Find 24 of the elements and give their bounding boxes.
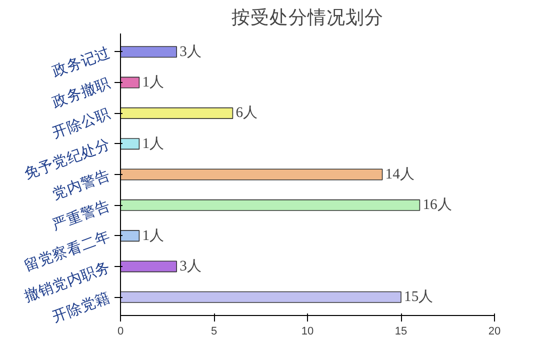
data-label: 14人 (385, 166, 415, 182)
bar (120, 76, 140, 88)
data-label: 3人 (180, 44, 202, 60)
x-tick-label: 15 (394, 326, 408, 337)
bar (120, 260, 177, 272)
x-tick-label: 5 (210, 326, 218, 337)
bar (120, 107, 234, 119)
bar (120, 168, 383, 180)
data-label: 1人 (142, 74, 165, 91)
data-label: 16人 (422, 197, 452, 214)
data-label: 6人 (236, 105, 258, 122)
chart-title: 按受处分情况划分 (232, 8, 384, 28)
x-tick-label: 10 (301, 326, 314, 337)
bar (120, 291, 402, 303)
data-label: 1人 (142, 228, 165, 244)
x-tick-label: 0 (117, 326, 124, 337)
data-label: 3人 (180, 258, 202, 274)
data-label: 15人 (404, 289, 434, 306)
bar (120, 230, 140, 242)
bar (120, 46, 177, 58)
bar (120, 199, 420, 211)
data-label: 1人 (142, 136, 165, 152)
bar (120, 138, 140, 150)
x-tick-label: 20 (488, 326, 501, 337)
